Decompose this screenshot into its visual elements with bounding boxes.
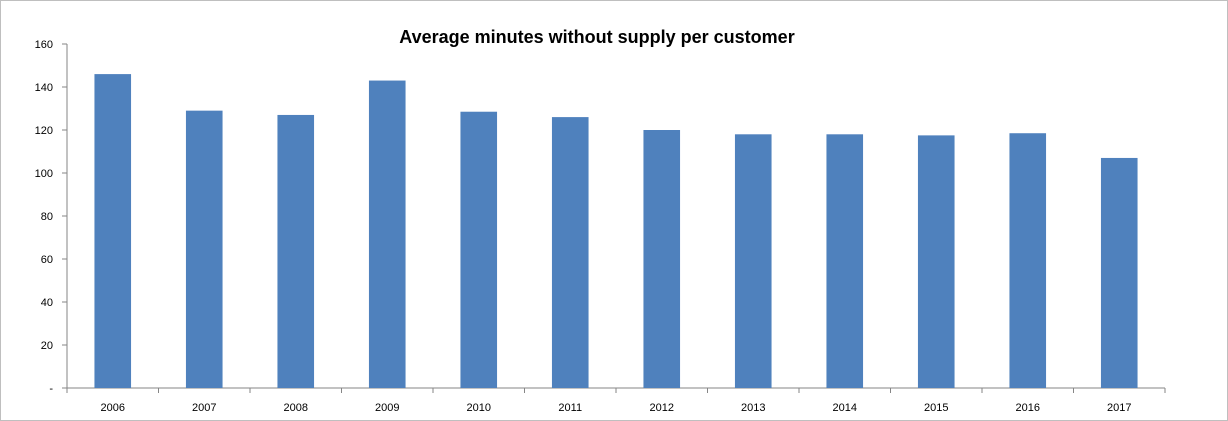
- bar-series: [94, 74, 1138, 389]
- y-tick-label: 120: [35, 125, 53, 137]
- x-tick-label: 2012: [650, 402, 674, 414]
- y-tick-label: 40: [41, 297, 53, 309]
- x-tick-label: 2010: [467, 402, 491, 414]
- chart-title: Average minutes without supply per custo…: [399, 27, 794, 47]
- x-axis: 2006 2007 2008 2009 2010 2011 2012 2013 2014 2015…: [66, 387, 1166, 414]
- x-tick-label: 2011: [558, 402, 582, 414]
- y-axis: - 20 40 60 80 100 120 140 160: [35, 39, 68, 395]
- x-tick-label: 2006: [101, 402, 125, 414]
- bar-2015: [917, 135, 955, 388]
- x-tick-label: 2017: [1107, 402, 1131, 414]
- bar-2012: [643, 130, 681, 388]
- x-tick-label: 2014: [833, 402, 857, 414]
- x-tick-label: 2016: [1016, 402, 1040, 414]
- y-tick-label: 80: [41, 211, 53, 223]
- y-tick-label: 60: [41, 254, 53, 266]
- y-tick-label: 160: [35, 39, 53, 51]
- y-tick-label: -: [49, 383, 53, 395]
- y-tick-label: 100: [35, 168, 53, 180]
- x-tick-label: 2007: [192, 402, 216, 414]
- x-tick-label: 2008: [284, 402, 308, 414]
- bar-2014: [826, 134, 864, 388]
- bar-2016: [1009, 133, 1047, 388]
- y-tick-label: 140: [35, 82, 53, 94]
- bar-2017: [1100, 157, 1138, 388]
- bar-2010: [460, 111, 498, 388]
- bar-2013: [734, 134, 772, 388]
- bar-2006: [94, 74, 132, 388]
- bar-2007: [185, 110, 223, 389]
- x-tick-label: 2009: [375, 402, 399, 414]
- x-tick-label: 2013: [741, 402, 765, 414]
- bar-2011: [551, 117, 589, 388]
- y-tick-label: 20: [41, 340, 53, 352]
- x-tick-label: 2015: [924, 402, 948, 414]
- bar-2008: [277, 114, 315, 388]
- bar-2009: [368, 80, 406, 389]
